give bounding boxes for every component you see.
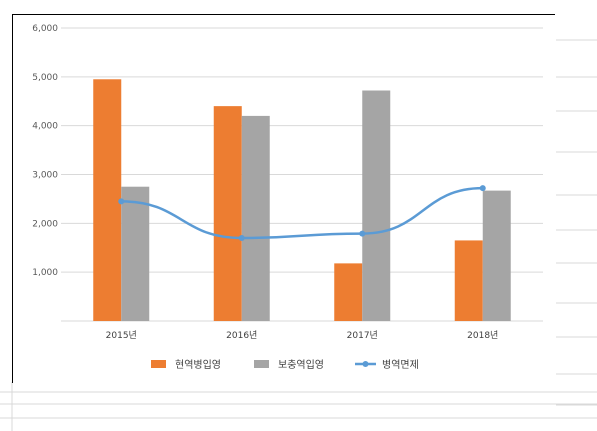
x-tick-label: 2015년 [106, 330, 137, 341]
legend-swatch-현역병입영 [151, 360, 166, 368]
bar-현역병입영-2016년 [213, 106, 242, 321]
legend-label: 병역면제 [382, 359, 419, 371]
combo-chart: 1,000 2,000 3,000 4,000 5,000 6,000 2015년 2016년… [32, 24, 543, 371]
line-point-병역면제-2015년 [118, 198, 125, 205]
bar-보충역입영-2015년 [121, 186, 150, 321]
y-tick-label: 1,000 [32, 268, 58, 278]
legend-swatch-보충역입영 [254, 360, 269, 368]
legend-label: 현역병입영 [175, 358, 221, 371]
legend-marker-병역면제 [362, 361, 369, 367]
bar-보충역입영-2017년 [362, 90, 391, 321]
chart-area[interactable]: 1,000 2,000 3,000 4,000 5,000 6,000 2015년 2016년… [12, 14, 555, 383]
bar-보충역입영-2018년 [482, 190, 511, 321]
x-tick-label: 2018년 [467, 330, 498, 341]
bar-현역병입영-2017년 [334, 263, 363, 321]
x-tick-label: 2017년 [347, 330, 378, 341]
line-series-병역면제 [120, 186, 484, 240]
line-point-병역면제-2017년 [359, 230, 366, 237]
legend-label: 보충역입영 [278, 358, 324, 371]
y-tick-label: 4,000 [32, 122, 58, 132]
bar-보충역입영-2016년 [241, 115, 270, 322]
y-tick-label: 5,000 [32, 73, 58, 83]
y-tick-label: 3,000 [32, 171, 58, 181]
bar-현역병입영-2018년 [454, 240, 483, 321]
y-tick-label: 6,000 [32, 24, 58, 34]
line-point-병역면제-2016년 [238, 234, 245, 241]
y-tick-label: 2,000 [32, 219, 58, 229]
line-point-병역면제-2018년 [479, 185, 486, 192]
x-tick-label: 2016년 [226, 330, 257, 341]
bar-현역병입영-2015년 [93, 79, 122, 322]
